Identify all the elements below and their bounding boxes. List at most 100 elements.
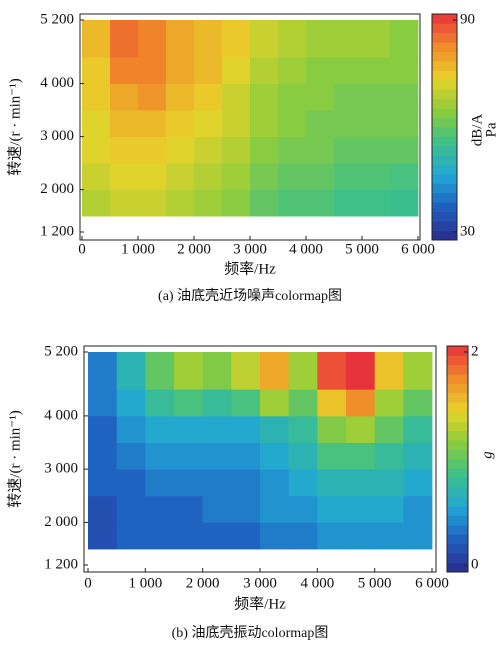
heatmap-cell <box>278 110 307 137</box>
heatmap-cell <box>138 83 167 111</box>
heatmap-cell <box>116 442 146 470</box>
heatmap-cell <box>202 469 232 497</box>
x-tick-label: 0 <box>78 241 86 257</box>
heatmap-cell <box>390 163 419 190</box>
heatmap-cell <box>174 389 204 417</box>
heatmap-cell <box>288 469 318 497</box>
heatmap-cell <box>346 522 376 550</box>
heatmap-cell <box>306 110 335 137</box>
heatmap-cell <box>374 442 404 470</box>
heatmap-cell <box>116 352 146 390</box>
y-tick-label: 4 000 <box>44 407 78 423</box>
heatmap-cell <box>202 442 232 470</box>
x-tick-label: 3 000 <box>233 241 267 257</box>
heatmap-cell <box>403 389 433 417</box>
heatmap-cell <box>306 136 335 164</box>
heatmap-cell <box>138 189 167 217</box>
y-tick-label: 1 200 <box>44 556 78 572</box>
colorbar-step <box>447 553 468 563</box>
y-tick-label: 1 200 <box>40 223 74 239</box>
heatmap-cell <box>194 20 223 58</box>
heatmap-cell <box>138 20 167 58</box>
heatmap-cell <box>145 442 175 470</box>
heatmap-cell <box>166 110 195 137</box>
x-tick-label: 2 000 <box>186 575 220 591</box>
heatmap-cell <box>374 495 404 523</box>
x-tick-label: 4 000 <box>300 575 334 591</box>
heatmap-cell <box>403 352 433 390</box>
colorbar-step <box>432 61 457 71</box>
colorbar-step <box>447 459 468 469</box>
heatmap-cell <box>362 83 391 111</box>
x-tick-label: 5 000 <box>358 575 392 591</box>
heatmap-cell <box>317 415 347 443</box>
heatmap-cell <box>88 352 118 390</box>
heatmap-cell <box>231 389 261 417</box>
y-axis-label: 转速/(r · min⁻¹) <box>6 78 23 175</box>
heatmap-cell <box>250 110 279 137</box>
colorbar-step <box>447 346 468 356</box>
x-tick-label: 4 000 <box>289 241 323 257</box>
colorbar-step <box>432 127 457 137</box>
colorbar-step <box>447 383 468 394</box>
heatmap-cell <box>174 495 204 523</box>
heatmap-cell <box>116 495 146 523</box>
colorbar-step <box>447 440 468 450</box>
heatmap-cell <box>317 522 347 550</box>
colorbar-step <box>432 51 457 62</box>
heatmap-cell <box>82 189 111 217</box>
heatmap-cell <box>110 136 139 164</box>
heatmap-cell <box>403 495 433 523</box>
colorbar-step <box>432 23 457 34</box>
heatmap-cell <box>278 83 307 111</box>
colorbar-step <box>432 89 457 100</box>
heatmap-cell <box>362 189 391 217</box>
heatmap-cell <box>250 83 279 111</box>
colorbar-tick-label: 90 <box>460 11 475 27</box>
heatmap-cell <box>390 136 419 164</box>
heatmap-cell <box>88 415 118 443</box>
heatmap-cell <box>110 83 139 111</box>
heatmap-cell <box>145 495 175 523</box>
x-tick-label: 3 000 <box>243 575 277 591</box>
heatmap-cell <box>222 189 251 217</box>
heatmap-cell <box>194 83 223 111</box>
heatmap-cell <box>145 352 175 390</box>
heatmap-cell <box>166 136 195 164</box>
heatmap-cell <box>346 442 376 470</box>
heatmap-cell <box>317 469 347 497</box>
heatmap-cell <box>250 20 279 58</box>
y-tick-label: 3 000 <box>44 461 78 477</box>
heatmap-cell <box>231 352 261 390</box>
heatmap-cell <box>231 469 261 497</box>
heatmap-cell <box>317 442 347 470</box>
colorbar-step <box>432 202 457 213</box>
heatmap-cell <box>231 522 261 550</box>
heatmap-cell <box>374 469 404 497</box>
colorbar-step <box>447 468 468 479</box>
caption: (a) 油底壳近场噪声colormap图 <box>158 287 342 304</box>
heatmap-cell <box>260 389 290 417</box>
heatmap-cell <box>278 163 307 190</box>
heatmap-cell <box>278 136 307 164</box>
heatmap-cell <box>116 389 146 417</box>
heatmap-cell <box>278 20 307 58</box>
colorbar-step <box>432 221 457 231</box>
colorbar-step <box>432 145 457 156</box>
colorbar-step <box>432 192 457 203</box>
heatmap-cell <box>231 495 261 523</box>
heatmap-cell <box>346 469 376 497</box>
heatmap-cell <box>166 57 195 84</box>
heatmap-cell <box>278 189 307 217</box>
colorbar-step <box>432 42 457 52</box>
heatmap-cell <box>222 20 251 58</box>
heatmap-cell <box>346 352 376 390</box>
heatmap-cell <box>374 352 404 390</box>
colorbar-step <box>447 524 468 535</box>
heatmap-cell <box>250 163 279 190</box>
heatmap-cell <box>88 495 118 523</box>
colorbar-step <box>432 230 457 241</box>
colorbar-step <box>447 402 468 413</box>
colorbar-frame <box>431 13 458 241</box>
colorbar-step <box>432 117 457 128</box>
